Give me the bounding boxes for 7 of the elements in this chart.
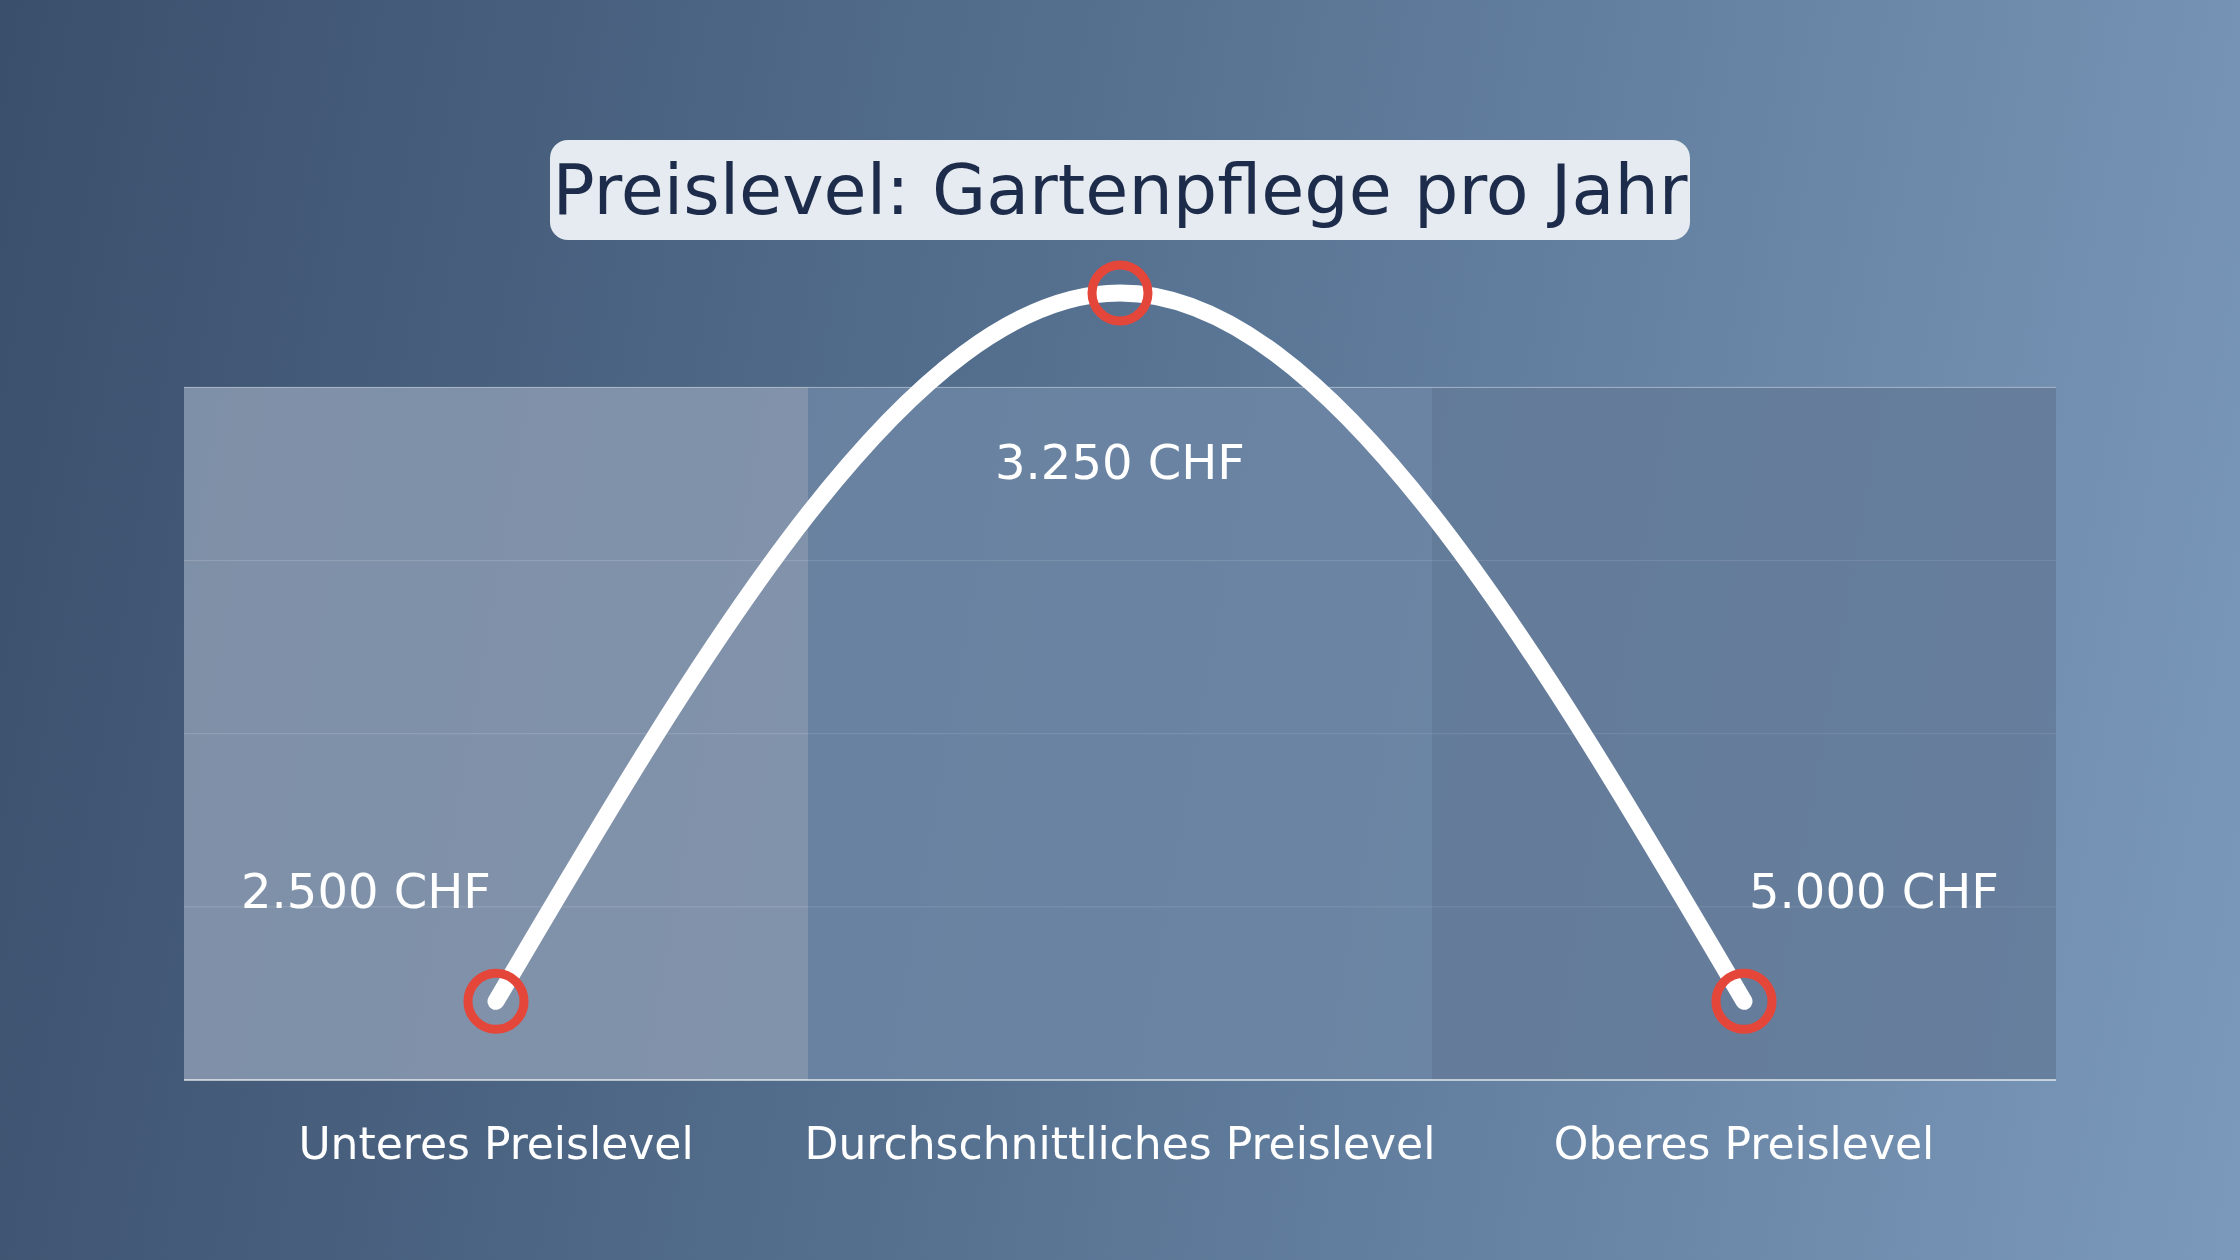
annotation: 5.000 CHF: [1749, 863, 1999, 920]
x-tick-label: Oberes Preislevel: [1553, 1118, 1935, 1170]
x-tick-label: Unteres Preislevel: [298, 1118, 694, 1170]
x-tick-label: Durchschnittliches Preislevel: [804, 1118, 1436, 1170]
chart-title: Preislevel: Gartenpflege pro Jahr: [550, 140, 1690, 240]
annotation: 3.250 CHF: [995, 434, 1245, 491]
annotation: 2.500 CHF: [241, 863, 491, 920]
